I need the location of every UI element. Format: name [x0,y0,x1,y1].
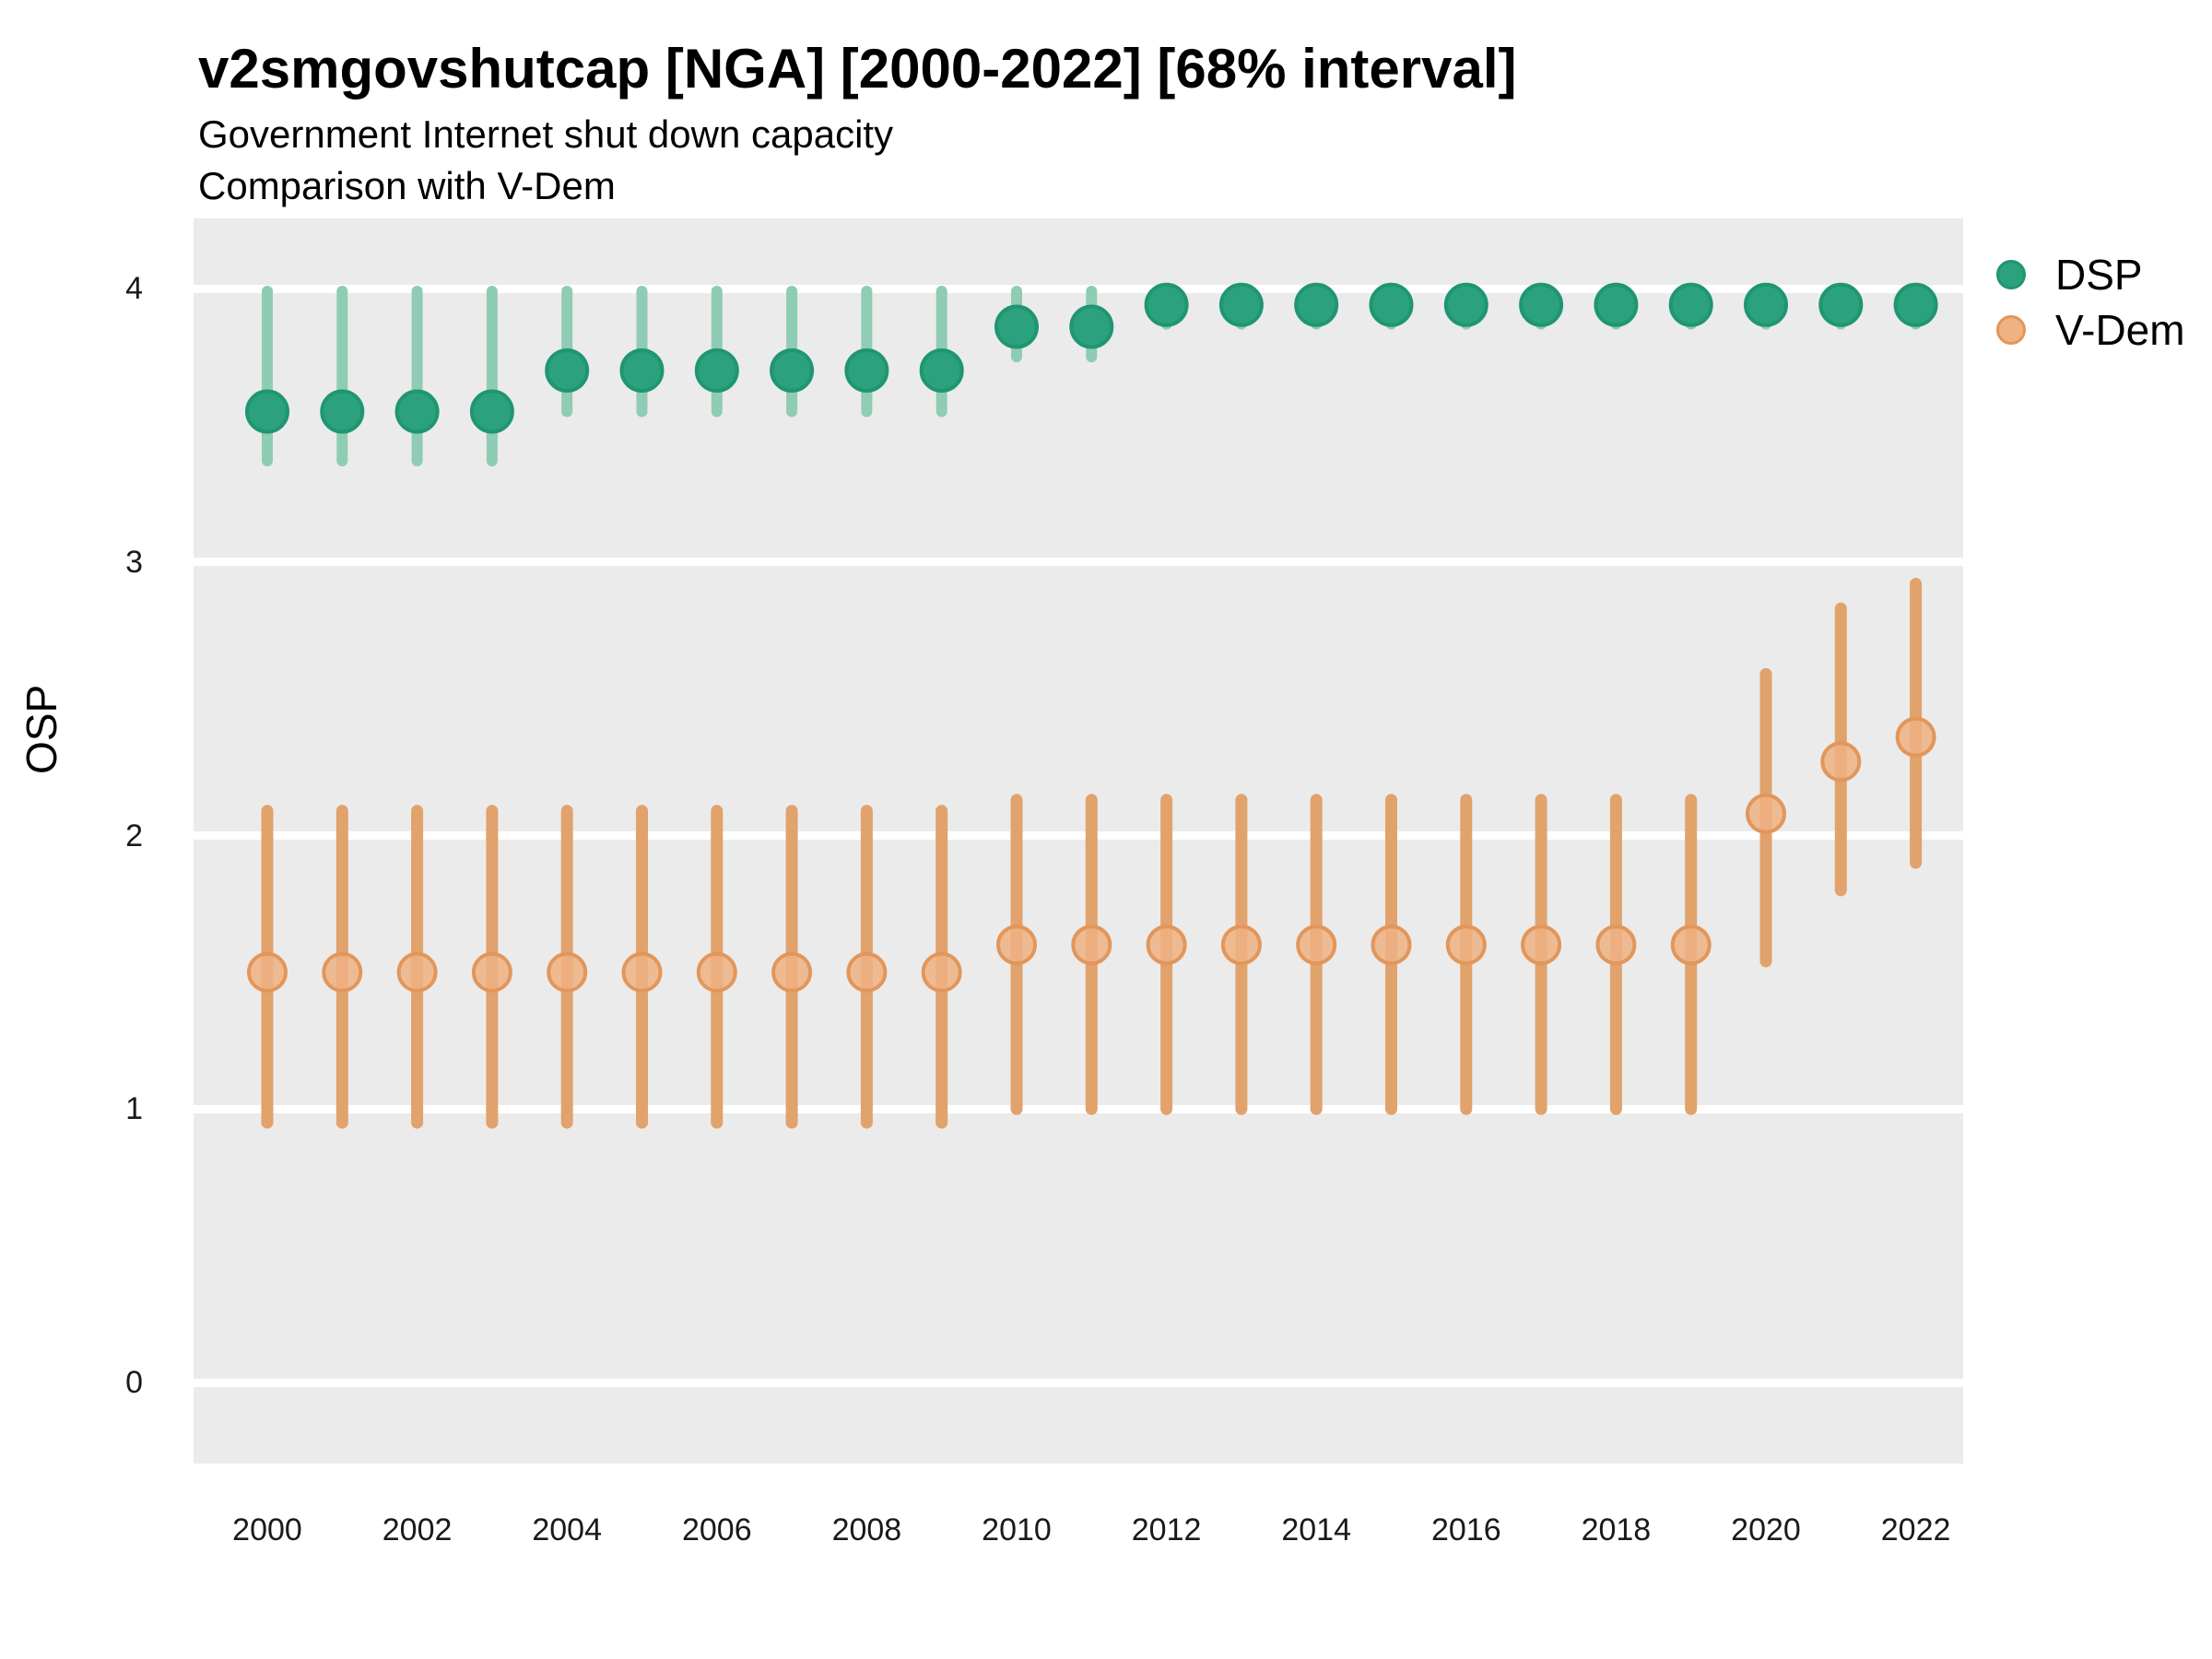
vdem-point-2013 [1220,924,1262,966]
x-tick-label-2004: 2004 [532,1512,602,1547]
vdem-point-2006 [696,951,737,993]
x-tick-label-2020: 2020 [1731,1512,1801,1547]
x-tick-label-2018: 2018 [1581,1512,1652,1547]
y-tick-label-0: 0 [125,1365,143,1400]
chart-subtitle: Government Internet shut down capacity [198,112,894,156]
vdem-point-2008 [846,951,888,993]
dsp-point-2010 [994,304,1039,349]
vdem-point-2012 [1146,924,1187,966]
vdem-point-2011 [1071,924,1112,966]
dsp-point-2012 [1144,282,1189,327]
vdem-point-2015 [1371,924,1412,966]
vdem-point-2009 [921,951,962,993]
dsp-point-2001 [320,389,365,434]
vdem-point-2007 [771,951,813,993]
dsp-point-2011 [1069,304,1114,349]
gridline-y3 [194,558,1963,567]
legend-label-dsp: DSP [2055,251,2143,299]
y-axis-title: OSP [18,684,65,774]
vdem-point-2020 [1746,793,1786,834]
vdem-legend-swatch-icon [1996,315,2026,345]
y-tick-label-2: 2 [125,818,143,853]
y-tick-label-4: 4 [125,271,143,306]
chart-subtitle-comparison: Comparison with V-Dem [198,164,616,207]
gridline-y4 [194,284,1963,293]
vdem-point-2005 [621,951,663,993]
gridline-y2 [194,831,1963,840]
x-tick-label-2002: 2002 [382,1512,453,1547]
chart-svg [245,282,1938,1129]
x-tick-label-2006: 2006 [681,1512,752,1547]
dsp-point-2020 [1744,282,1788,327]
x-tick-label-2010: 2010 [982,1512,1052,1547]
dsp-point-2014 [1294,282,1339,327]
legend-label-vdem: V-Dem [2055,306,2185,354]
dsp-point-2018 [1594,282,1639,327]
dsp-legend-swatch-icon [1996,260,2026,289]
x-tick-label-2022: 2022 [1880,1512,1951,1547]
vdem-point-2001 [322,951,363,993]
legend: DSP V-Dem [1982,247,2185,358]
dsp-point-2003 [469,389,514,434]
dsp-point-2015 [1369,282,1414,327]
dsp-point-2016 [1443,282,1488,327]
dsp-point-2000 [245,389,289,434]
dsp-point-2017 [1519,282,1564,327]
dsp-point-2022 [1893,282,1938,327]
dsp-point-2008 [844,348,889,394]
vdem-point-2003 [471,951,512,993]
vdem-point-2019 [1670,924,1712,966]
gridline-y1 [194,1104,1963,1113]
x-tick-label-2012: 2012 [1131,1512,1202,1547]
vdem-point-2014 [1296,924,1337,966]
dsp-point-2002 [394,389,440,434]
legend-item-dsp: DSP [1982,247,2185,302]
legend-item-vdem: V-Dem [1982,302,2185,358]
dsp-point-2013 [1218,282,1264,327]
x-tick-label-2000: 2000 [232,1512,302,1547]
dsp-point-2009 [919,348,964,394]
vdem-point-2022 [1895,716,1936,758]
dsp-point-2004 [545,348,590,394]
dsp-point-2006 [694,348,739,394]
vdem-point-2016 [1445,924,1487,966]
chart-title: v2smgovshutcap [NGA] [2000-2022] [68% in… [198,38,1517,100]
x-tick-label-2016: 2016 [1430,1512,1501,1547]
gridline-y0 [194,1378,1963,1387]
vdem-point-2010 [996,924,1037,966]
y-tick-label-3: 3 [125,544,143,580]
vdem-point-2000 [247,951,288,993]
vdem-point-2004 [547,951,588,993]
x-tick-label-2014: 2014 [1281,1512,1351,1547]
vdem-point-2021 [1820,741,1862,782]
vdem-point-2018 [1595,924,1637,966]
x-tick-label-2008: 2008 [831,1512,902,1547]
dsp-point-2005 [619,348,665,394]
dsp-point-2021 [1818,282,1864,327]
plot-panel [194,218,1963,1464]
vdem-point-2002 [396,951,438,993]
vdem-point-2017 [1521,924,1562,966]
y-tick-label-1: 1 [125,1091,143,1127]
dsp-point-2019 [1668,282,1713,327]
dsp-point-2007 [770,348,815,394]
